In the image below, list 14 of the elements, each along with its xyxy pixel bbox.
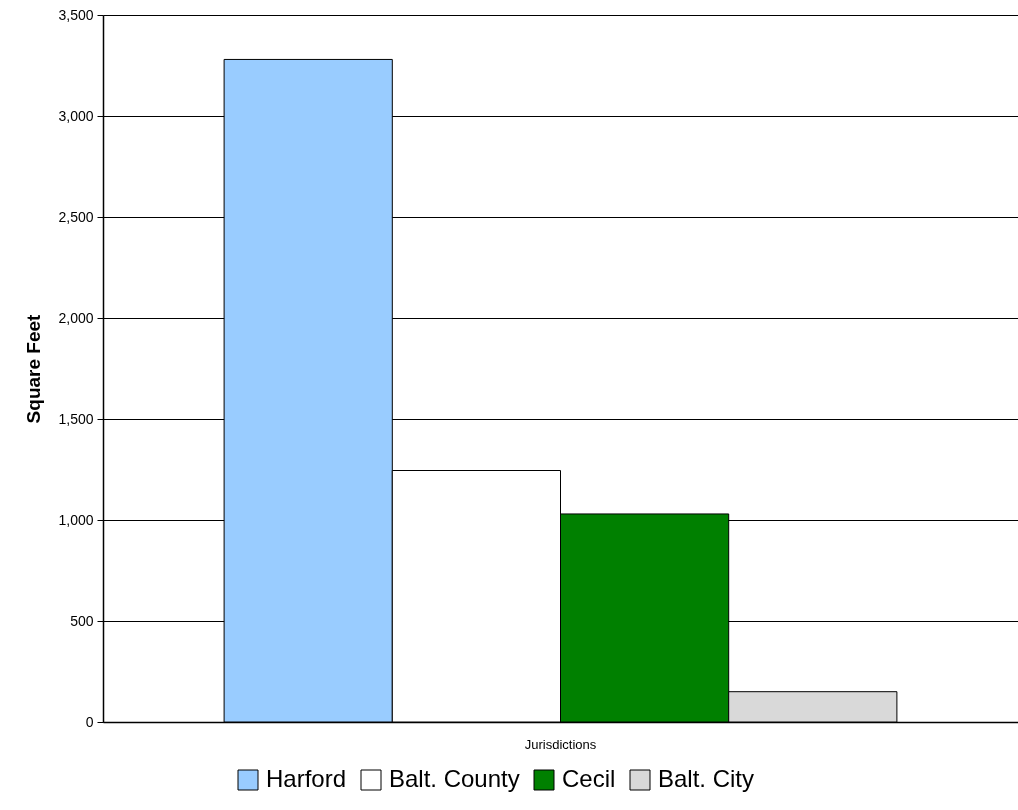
y-axis-title: Square Feet xyxy=(23,313,45,424)
y-tick-label: 1,500 xyxy=(58,410,94,427)
legend-label: Cecil xyxy=(562,765,616,792)
y-tick-label: 2,000 xyxy=(58,309,94,326)
x-tick-label: Jurisdictions xyxy=(524,736,597,752)
legend-label: Harford xyxy=(266,765,347,792)
y-tick-label: 1,000 xyxy=(58,511,94,528)
y-tick-label: 3,000 xyxy=(58,107,94,124)
legend-label: Balt. City xyxy=(658,765,755,792)
y-tick-label: 2,500 xyxy=(58,208,94,225)
y-tick-label: 500 xyxy=(70,612,94,629)
legend-label: Balt. County xyxy=(389,765,520,792)
y-tick-label: 3,500 xyxy=(58,6,94,23)
y-tick-label: 0 xyxy=(85,713,94,730)
